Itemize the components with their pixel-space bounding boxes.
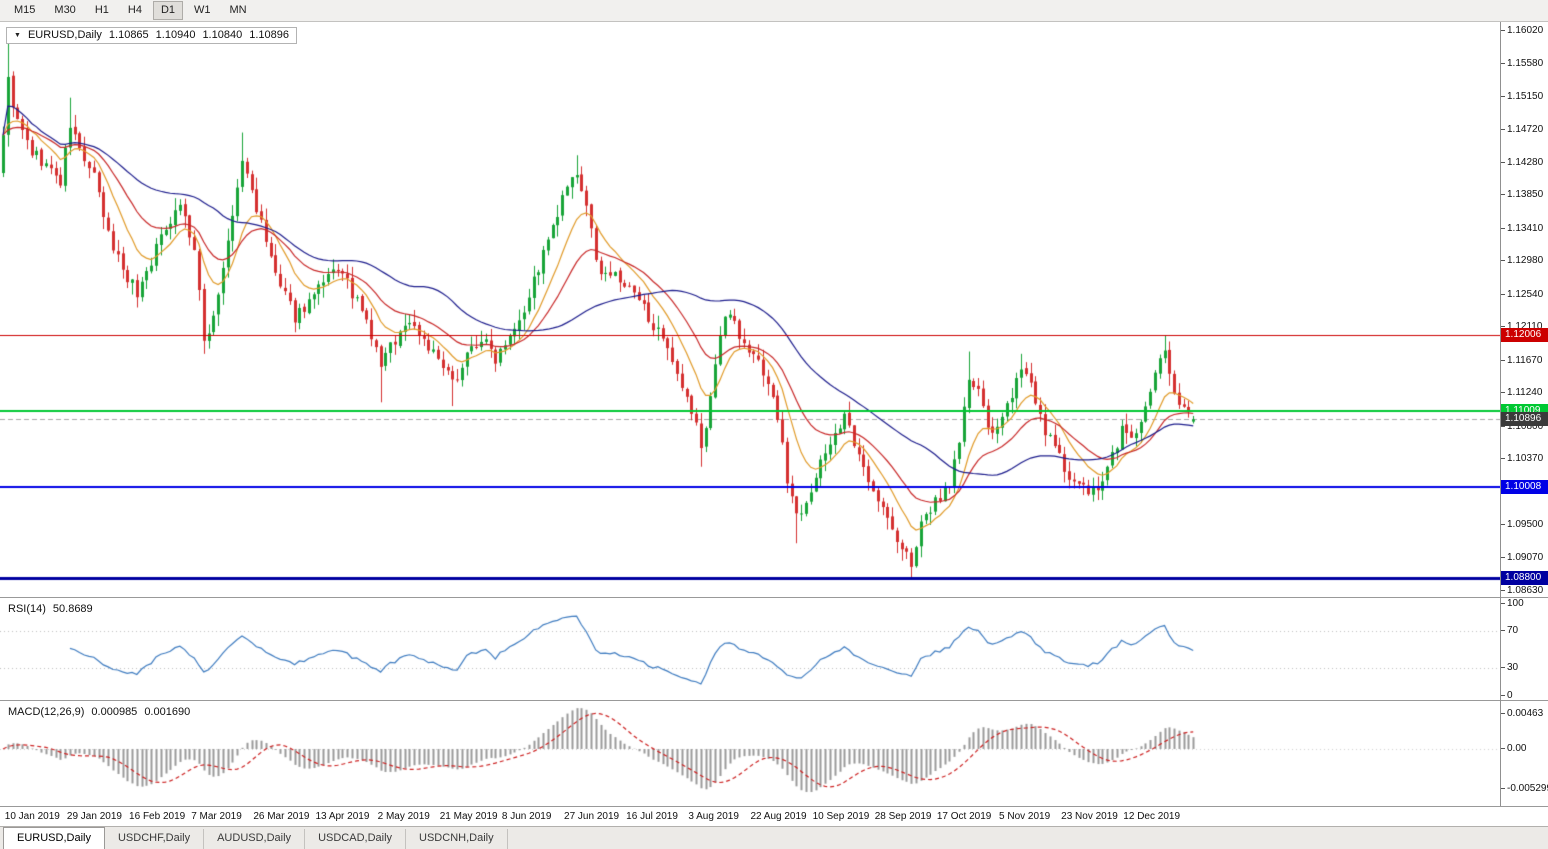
rsi-indicator-value: 50.8689 xyxy=(52,603,93,615)
tab-eurusd-daily[interactable]: EURUSD,Daily xyxy=(3,827,105,849)
date-axis-label: 8 Jun 2019 xyxy=(501,811,552,822)
rsi-axis-label: 70 xyxy=(1499,625,1519,637)
price-axis-label: 1.15580 xyxy=(1499,58,1544,70)
date-axis-label: 3 Aug 2019 xyxy=(688,811,739,822)
date-axis-label: 5 Nov 2019 xyxy=(999,811,1051,822)
price-badge-bid-price-level[interactable]: 1.10896 xyxy=(1500,412,1548,427)
date-axis-label: 23 Nov 2019 xyxy=(1061,811,1118,822)
date-axis-label: 17 Oct 2019 xyxy=(936,811,992,822)
date-axis-label: 2 May 2019 xyxy=(377,811,430,822)
timeframe-button-mn[interactable]: MN xyxy=(229,4,247,16)
date-axis-label: 26 Mar 2019 xyxy=(253,811,310,822)
price-axis-label: 1.11670 xyxy=(1499,354,1543,366)
price-axis-label: 1.09070 xyxy=(1499,551,1544,563)
tab-usdcad-daily[interactable]: USDCAD,Daily xyxy=(305,829,407,849)
price-axis-label: 1.12110 xyxy=(1499,321,1543,333)
rsi-axis-label: 30 xyxy=(1499,662,1519,674)
rsi-canvas[interactable] xyxy=(0,598,1500,701)
date-axis-label: 10 Jan 2019 xyxy=(4,811,60,822)
price-axis-label: 1.11240 xyxy=(1499,387,1543,399)
price-chart-canvas[interactable] xyxy=(0,22,1500,597)
ohlc-close-value: 1.10896 xyxy=(249,29,289,41)
collapse-triangle-icon[interactable]: ▼ xyxy=(14,31,21,39)
price-axis-label: 1.10370 xyxy=(1499,453,1544,465)
rsi-axis-label: 100 xyxy=(1500,598,1524,609)
price-axis-label: 1.09500 xyxy=(1499,519,1544,531)
macd-axis-label: 0.00463 xyxy=(1499,708,1544,719)
price-axis-label: 1.13410 xyxy=(1499,222,1544,234)
tab-usdcnh-daily[interactable]: USDCNH,Daily xyxy=(406,829,508,849)
ohlc-open-value: 1.10865 xyxy=(108,29,149,41)
rsi-axis-label: 0 xyxy=(1500,690,1513,701)
tab-usdchf-daily[interactable]: USDCHF,Daily xyxy=(105,829,205,849)
date-axis-label: 29 Jan 2019 xyxy=(66,811,122,822)
date-axis-label: 16 Feb 2019 xyxy=(129,811,186,822)
macd-main-value: 0.000985 xyxy=(91,706,138,718)
date-axis-label: 10 Sep 2019 xyxy=(812,811,870,822)
rsi-axis[interactable]: 100 70 30 0 xyxy=(1499,598,1548,701)
ohlc-high-value: 1.10940 xyxy=(155,29,196,41)
timeframe-button-h4[interactable]: H4 xyxy=(127,4,142,16)
price-axis-label: 1.14280 xyxy=(1499,156,1544,168)
date-axis-label: 12 Dec 2019 xyxy=(1123,811,1181,822)
macd-indicator-label: MACD(12,26,9) xyxy=(8,706,85,718)
rsi-indicator-label: RSI(14) xyxy=(8,603,46,615)
price-axis-label: 1.13850 xyxy=(1499,189,1544,201)
rsi-panel: RSI(14) 50.8689 100 70 30 0 xyxy=(0,597,1548,701)
rsi-header: RSI(14) 50.8689 xyxy=(8,603,93,615)
tab-audusd-daily[interactable]: AUDUSD,Daily xyxy=(204,829,306,849)
date-axis-label: 13 Apr 2019 xyxy=(315,811,370,822)
main-chart-panel: ▼ EURUSD,Daily 1.10865 1.10940 1.10840 1… xyxy=(0,22,1548,597)
chart-tab-bar: EURUSD,Daily USDCHF,Daily AUDUSD,Daily USDC… xyxy=(0,826,1548,849)
date-axis-label: 28 Sep 2019 xyxy=(874,811,932,822)
macd-panel: MACD(12,26,9) 0.000985 0.001690 0.00463 0… xyxy=(0,700,1548,807)
chart-symbol-box: ▼ EURUSD,Daily 1.10865 1.10940 1.10840 1… xyxy=(6,27,297,44)
date-axis-label: 16 Jul 2019 xyxy=(626,811,678,822)
price-badge-resistance-level-red[interactable]: 1.12006 xyxy=(1500,328,1548,343)
timeframe-button-d1[interactable]: D1 xyxy=(152,1,183,20)
ohlc-low-value: 1.10840 xyxy=(202,29,243,41)
price-badge-support-level-navy[interactable]: 1.08800 xyxy=(1500,571,1548,586)
price-axis-label: 1.08630 xyxy=(1499,585,1544,596)
timeframe-toolbar: M15 M30 H1 H4 D1 W1 MN xyxy=(0,0,1548,22)
axis-separator xyxy=(1500,22,1501,806)
macd-axis-label: -0.005299 xyxy=(1499,783,1548,795)
price-axis-label: 1.14720 xyxy=(1499,123,1544,135)
price-axis-label: 1.12980 xyxy=(1499,255,1544,267)
macd-axis[interactable]: 0.00463 0.00 -0.005299 xyxy=(1499,701,1548,806)
price-axis-label: 1.12540 xyxy=(1499,288,1544,300)
macd-header: MACD(12,26,9) 0.000985 0.001690 xyxy=(8,706,190,718)
symbol-timeframe-label: EURUSD,Daily xyxy=(27,29,102,41)
timeframe-button-m30[interactable]: M30 xyxy=(54,4,76,16)
price-axis-label: 1.16020 xyxy=(1499,25,1544,36)
date-axis-label: 22 Aug 2019 xyxy=(750,811,807,822)
date-axis-label: 21 May 2019 xyxy=(439,811,498,822)
price-axis-label: 1.15150 xyxy=(1499,90,1544,102)
macd-signal-value: 0.001690 xyxy=(144,706,191,718)
price-axis[interactable]: 1.16020 1.15580 1.15150 1.14720 1.14280 1.138… xyxy=(1499,22,1548,597)
timeframe-button-m15[interactable]: M15 xyxy=(14,4,36,16)
timeframe-button-w1[interactable]: W1 xyxy=(194,4,211,16)
timeframe-button-h1[interactable]: H1 xyxy=(94,4,109,16)
date-axis-label: 7 Mar 2019 xyxy=(191,811,242,822)
date-axis-label: 27 Jun 2019 xyxy=(564,811,620,822)
macd-canvas[interactable] xyxy=(0,701,1500,807)
macd-axis-label: 0.00 xyxy=(1499,743,1527,754)
price-badge-support-level-blue[interactable]: 1.10008 xyxy=(1500,479,1548,494)
time-axis[interactable]: 10 Jan 2019 29 Jan 2019 16 Feb 2019 7 Mar 2… xyxy=(0,806,1548,826)
